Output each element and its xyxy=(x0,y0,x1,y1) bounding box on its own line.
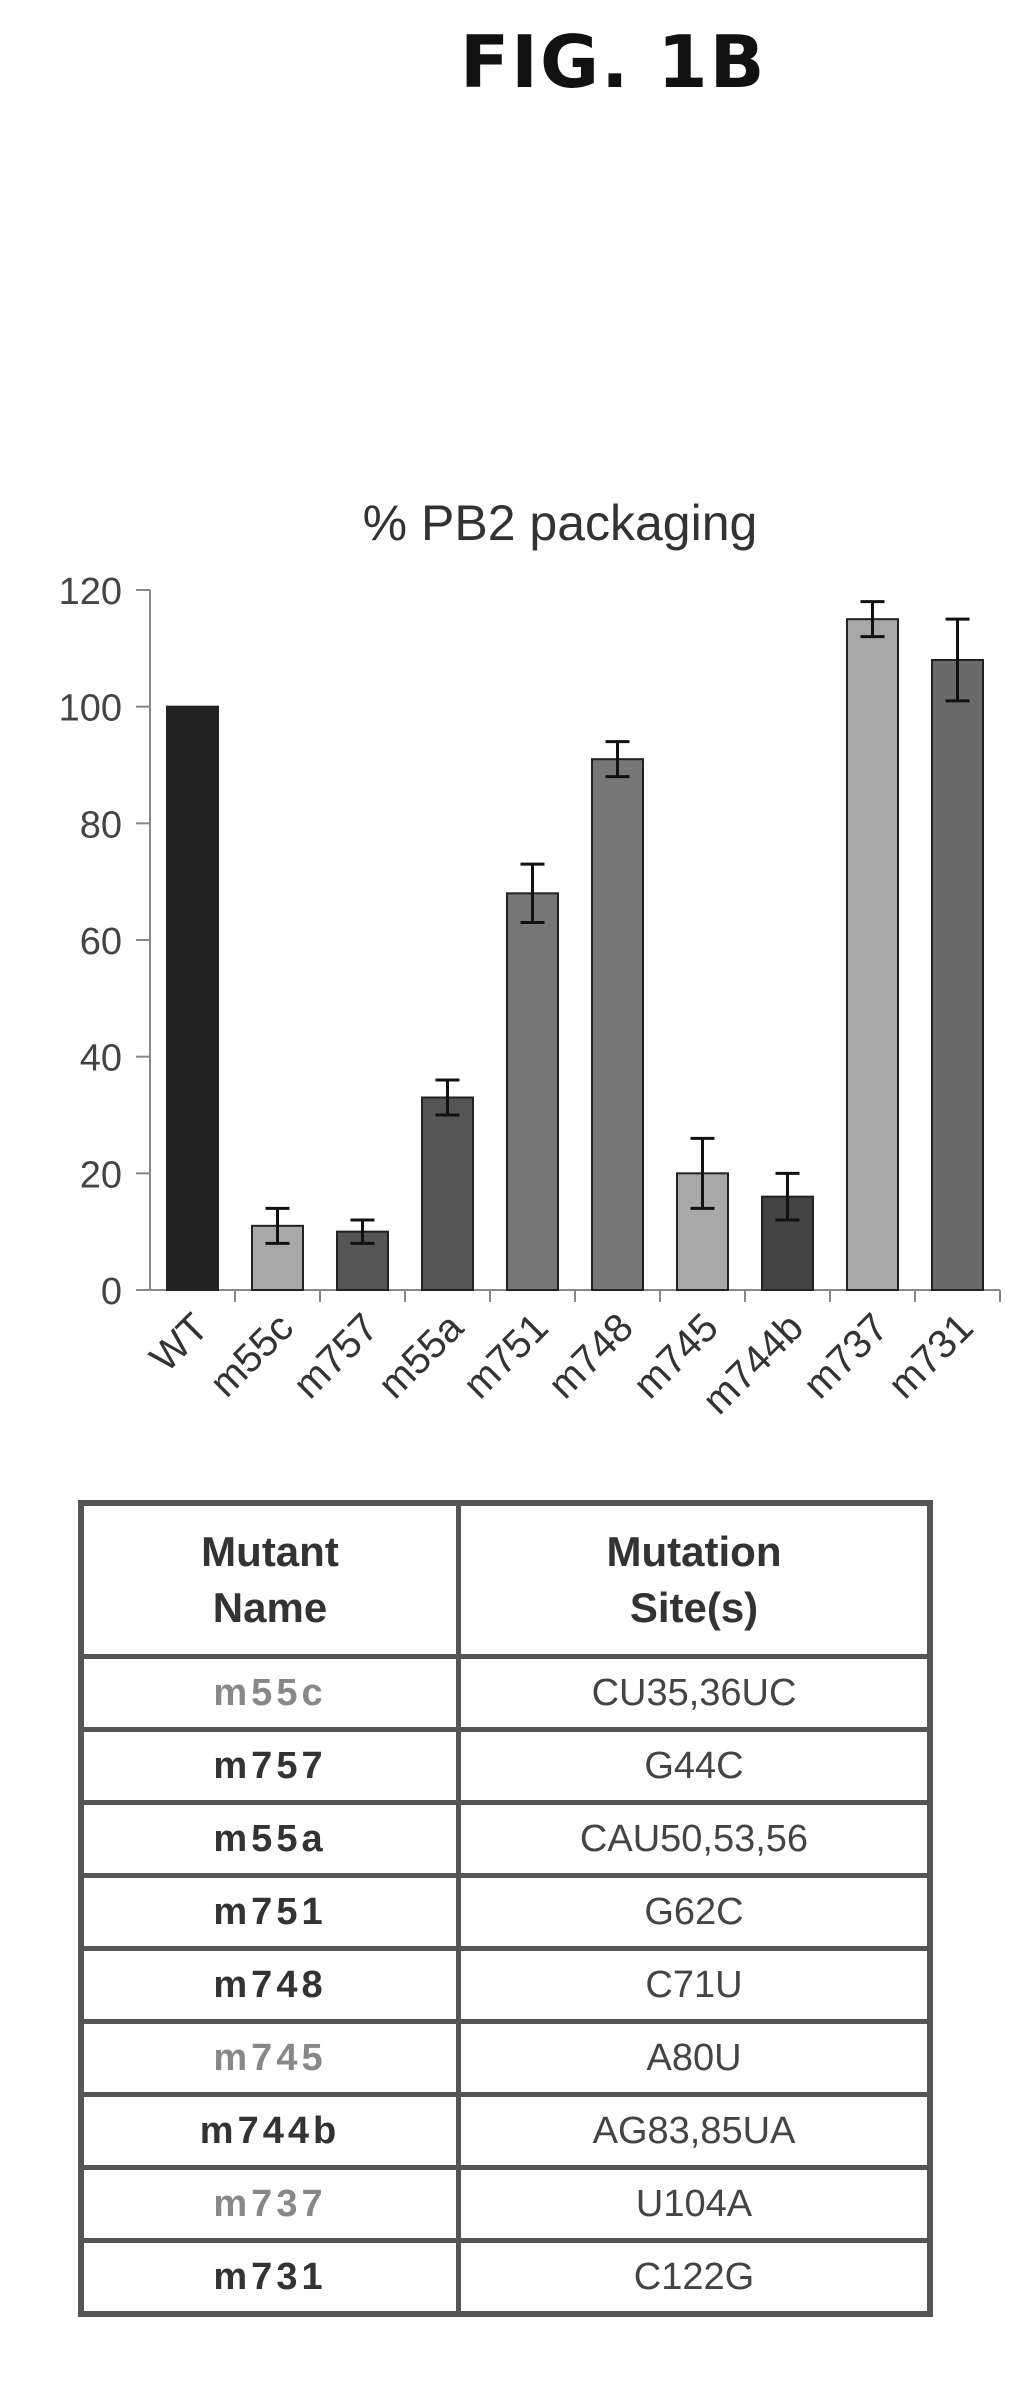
table-row: m55a CAU50,53,56 xyxy=(78,1800,933,1878)
mutant-name-cell: m751 xyxy=(78,1873,461,1951)
table-header-row: Mutant Name Mutation Site(s) xyxy=(78,1500,933,1659)
figure-label: FIG. 1B xyxy=(460,20,767,104)
bar-WT xyxy=(166,705,219,1291)
bar-m737 xyxy=(846,618,899,1291)
bar-m744b xyxy=(761,1195,814,1292)
table-row: m744b AG83,85UA xyxy=(78,2092,933,2170)
mutant-name-cell: m737 xyxy=(78,2165,461,2243)
y-tick-label-80: 80 xyxy=(80,804,122,846)
table-row: m748 C71U xyxy=(78,1946,933,2024)
x-tick-label-m55a: m55a xyxy=(370,1305,472,1407)
table-row: m745 A80U xyxy=(78,2019,933,2097)
mutation-site-cell: G44C xyxy=(456,1727,933,1805)
y-tick-label-60: 60 xyxy=(80,921,122,963)
chart-plot-area: % PB2 packaging020406080100120WTm55cm757… xyxy=(59,495,1001,1423)
mutants-table: Mutant Name Mutation Site(s) m55c CU35,36UC… xyxy=(78,1500,933,2317)
mutant-name-cell: m731 xyxy=(78,2238,461,2317)
table-row: m757 G44C xyxy=(78,1727,933,1805)
mutation-site-cell: CU35,36UC xyxy=(456,1654,933,1732)
bar-m751 xyxy=(506,892,559,1291)
mutant-name-cell: m55c xyxy=(78,1654,461,1732)
mutation-site-cell: AG83,85UA xyxy=(456,2092,933,2170)
bar-chart: % PB2 packaging020406080100120WTm55cm757… xyxy=(59,495,1001,1423)
table-row: m55c CU35,36UC xyxy=(78,1654,933,1732)
mutant-name-cell: m748 xyxy=(78,1946,461,2024)
mutation-site-cell: A80U xyxy=(456,2019,933,2097)
mutant-name-cell: m745 xyxy=(78,2019,461,2097)
mutant-name-cell: m757 xyxy=(78,1727,461,1805)
bar-m731 xyxy=(931,659,984,1291)
x-tick-label-m731: m731 xyxy=(880,1305,982,1407)
y-tick-label-120: 120 xyxy=(59,571,122,613)
y-tick-label-40: 40 xyxy=(80,1038,122,1080)
mutation-site-cell: CAU50,53,56 xyxy=(456,1800,933,1878)
y-tick-label-100: 100 xyxy=(59,688,122,730)
mutation-site-cell: C122G xyxy=(456,2238,933,2317)
x-tick-label-m757: m757 xyxy=(285,1305,387,1407)
bar-m55c xyxy=(251,1224,304,1291)
bar-m55a xyxy=(421,1096,474,1291)
x-tick-label-m748: m748 xyxy=(540,1305,642,1407)
mutation-site-cell: U104A xyxy=(456,2165,933,2243)
mutant-name-cell: m55a xyxy=(78,1800,461,1878)
x-tick-label-m55c: m55c xyxy=(202,1305,302,1405)
x-tick-label-m751: m751 xyxy=(455,1305,557,1407)
header-mutation-sites: Mutation Site(s) xyxy=(456,1500,933,1659)
mutation-site-cell: G62C xyxy=(456,1873,933,1951)
x-tick-label-m737: m737 xyxy=(795,1305,897,1407)
table-row: m737 U104A xyxy=(78,2165,933,2243)
table-body: m55c CU35,36UC m757 G44C m55a CAU50,53,56 m751… xyxy=(78,1654,933,2317)
y-tick-label-0: 0 xyxy=(101,1271,122,1313)
header-mutant-name: Mutant Name xyxy=(78,1500,461,1659)
mutation-site-cell: C71U xyxy=(456,1946,933,2024)
bar-m748 xyxy=(591,758,644,1291)
y-tick-label-20: 20 xyxy=(80,1154,122,1196)
table-row: m751 G62C xyxy=(78,1873,933,1951)
table-row: m731 C122G xyxy=(78,2238,933,2317)
chart-title: % PB2 packaging xyxy=(363,495,758,551)
mutant-name-cell: m744b xyxy=(78,2092,461,2170)
